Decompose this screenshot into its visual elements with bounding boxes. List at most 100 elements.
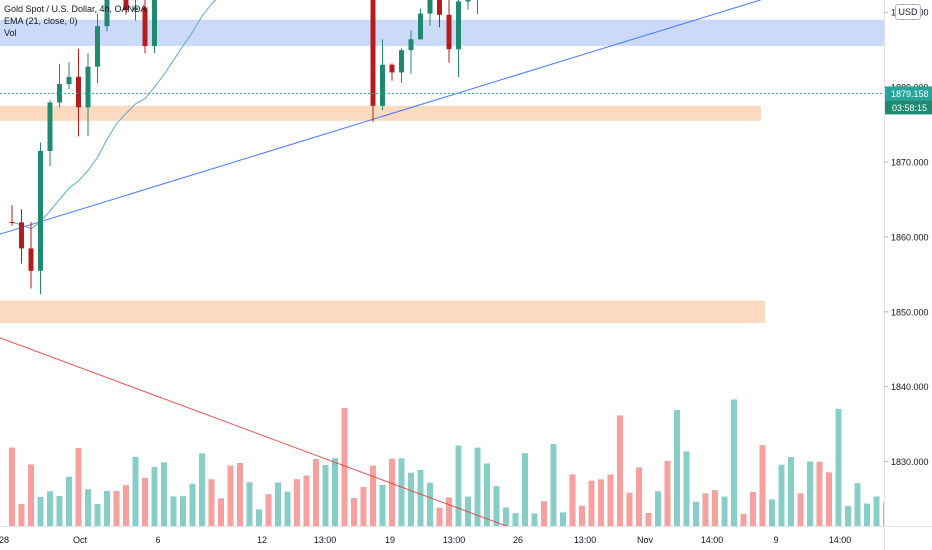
volume-bar: [474, 447, 481, 526]
volume-bar: [816, 461, 823, 526]
candle-body: [38, 151, 43, 271]
volume-indicator-label[interactable]: Vol: [4, 28, 17, 38]
countdown-tag: [885, 100, 932, 115]
volume-bar: [436, 507, 443, 526]
volume-bar: [75, 447, 82, 526]
volume-bar: [265, 494, 272, 526]
volume-bar: [731, 399, 737, 526]
volume-bar: [778, 464, 785, 526]
symbol-label[interactable]: Gold Spot / U.S. Dollar, 4h, OANDA: [4, 4, 147, 14]
trendline: [0, 0, 763, 235]
volume-bar: [626, 492, 633, 526]
volume-bar: [835, 408, 842, 526]
candle-body: [152, 0, 157, 47]
candle-body: [370, 0, 376, 106]
volume-bar: [94, 503, 101, 526]
candle-body: [399, 50, 404, 73]
volume-bar: [864, 503, 870, 526]
candle-body: [408, 39, 414, 51]
candle-body: [389, 64, 395, 73]
volume-bar: [569, 474, 576, 526]
volume-bar: [360, 486, 367, 526]
volume-bar: [674, 410, 680, 526]
volume-bar: [759, 445, 766, 526]
currency-button[interactable]: USD: [895, 4, 921, 20]
volume-bar: [617, 415, 623, 526]
volume-bar: [854, 483, 861, 526]
volume-bar: [151, 466, 158, 526]
volume-bar: [332, 458, 338, 526]
volume-bar: [85, 489, 91, 526]
volume-bar: [37, 496, 44, 526]
candle-body: [85, 66, 91, 108]
volume-bar: [56, 496, 63, 526]
price-tick-label: 1870.000: [891, 158, 929, 168]
volume-bar: [702, 493, 709, 526]
ema-indicator-label[interactable]: EMA (21, close, 0): [4, 16, 78, 26]
plot-area: [0, 0, 884, 526]
volume-bar: [721, 496, 728, 526]
volume-bar: [788, 456, 794, 526]
time-tick-label: 6: [155, 535, 160, 545]
volume-bar: [845, 505, 851, 526]
volume-bar: [512, 513, 519, 526]
volume-bar: [797, 493, 804, 526]
volume-bar: [427, 482, 433, 526]
volume-bar: [199, 453, 205, 526]
volume-bar: [493, 486, 500, 526]
countdown-label: 03:58:15: [892, 103, 927, 113]
ema-line: [11, 0, 217, 230]
volume-bar: [389, 458, 395, 526]
volume-bar: [66, 476, 72, 526]
candle-body: [142, 7, 148, 47]
volume-bar: [227, 465, 234, 526]
volume-bar: [807, 461, 813, 526]
volume-bar: [123, 485, 129, 526]
volume-bar: [256, 509, 262, 526]
candle-body: [465, 0, 471, 2]
volume-bar: [446, 497, 452, 526]
volume-bar: [237, 463, 243, 526]
volume-bar: [142, 477, 148, 526]
volume-bar: [598, 479, 604, 526]
price-tick-label: 1860.000: [891, 232, 929, 242]
volume-bar: [170, 496, 177, 526]
volume-bar: [104, 490, 110, 526]
price-tick-label: 1840.000: [891, 382, 929, 392]
volume-bar: [664, 460, 671, 526]
volume-bar: [303, 475, 310, 526]
volume-bar: [503, 507, 509, 526]
volume-bar: [294, 479, 300, 526]
volume-bar: [750, 491, 756, 526]
zone-rect: [0, 300, 765, 324]
time-tick-label: 28: [0, 535, 9, 545]
volume-bar: [408, 472, 414, 526]
volume-bar: [218, 498, 224, 526]
volume-bar: [579, 505, 585, 526]
volume-bar: [379, 485, 386, 526]
volume-bar: [246, 482, 253, 526]
volume-bar: [683, 451, 690, 526]
candle-body: [57, 84, 62, 103]
volume-bar: [28, 464, 34, 526]
price-tick-label: 1830.000: [891, 457, 929, 467]
volume-bar: [484, 463, 490, 526]
volume-bar: [531, 513, 538, 526]
volume-bar: [18, 503, 25, 526]
candle-body: [19, 222, 24, 249]
volume-bar: [208, 479, 215, 526]
volume-bar: [560, 512, 566, 526]
candle-body: [66, 76, 72, 85]
volume-bar: [645, 512, 652, 526]
volume-bar: [180, 496, 186, 526]
candle-body: [380, 64, 385, 106]
candle-body: [123, 0, 129, 11]
candle-body: [418, 13, 423, 40]
volume-bar: [9, 447, 15, 526]
time-tick-label: Nov: [637, 535, 654, 545]
volume-bar: [113, 491, 120, 526]
volume-bar: [47, 491, 53, 526]
